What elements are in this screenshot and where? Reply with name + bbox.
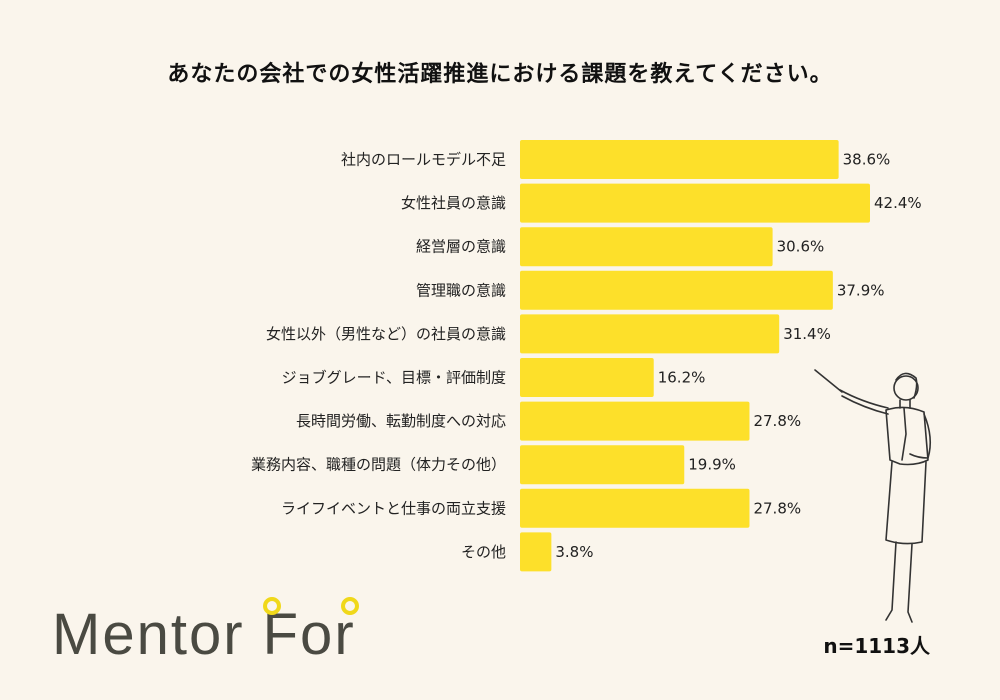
bar	[520, 270, 833, 310]
category-label: ジョブグレード、目標・評価制度	[282, 369, 506, 387]
value-label: 37.9%	[837, 281, 885, 299]
presenter-illustration	[814, 369, 932, 623]
bar	[520, 488, 750, 528]
category-label: その他	[461, 543, 506, 561]
category-label: 女性社員の意識	[401, 194, 506, 212]
category-label: 女性以外（男性など）の社員の意識	[266, 325, 506, 343]
category-label: 管理職の意識	[416, 281, 506, 299]
value-label: 27.8%	[753, 499, 801, 517]
category-label: 経営層の意識	[416, 238, 506, 256]
sample-size-label: n=1113人	[823, 634, 930, 658]
bar	[520, 358, 654, 397]
category-label: 長時間労働、転勤制度への対応	[296, 412, 506, 430]
bar	[520, 227, 773, 267]
bar	[520, 445, 685, 485]
bar	[520, 532, 552, 572]
value-label: 19.9%	[688, 456, 736, 474]
value-label: 3.8%	[555, 543, 593, 561]
value-label: 16.2%	[658, 369, 706, 387]
category-label: 業務内容、職種の問題（体力その他）	[251, 456, 506, 474]
bar	[520, 140, 839, 179]
bar	[520, 314, 780, 354]
bar	[520, 401, 750, 441]
category-label: ライフイベントと仕事の両立支援	[281, 499, 506, 517]
mentor-for-logo: Mentor For	[52, 597, 359, 667]
category-label: 社内のロールモデル不足	[341, 151, 506, 169]
value-label: 27.8%	[753, 412, 801, 430]
bar	[520, 183, 870, 223]
svg-text:Mentor For: Mentor For	[52, 602, 356, 667]
value-label: 31.4%	[783, 325, 831, 343]
value-label: 30.6%	[777, 238, 825, 256]
value-label: 38.6%	[843, 151, 891, 169]
value-label: 42.4%	[874, 194, 922, 212]
chart-title: あなたの会社での女性活躍推進における課題を教えてください。	[167, 62, 833, 87]
